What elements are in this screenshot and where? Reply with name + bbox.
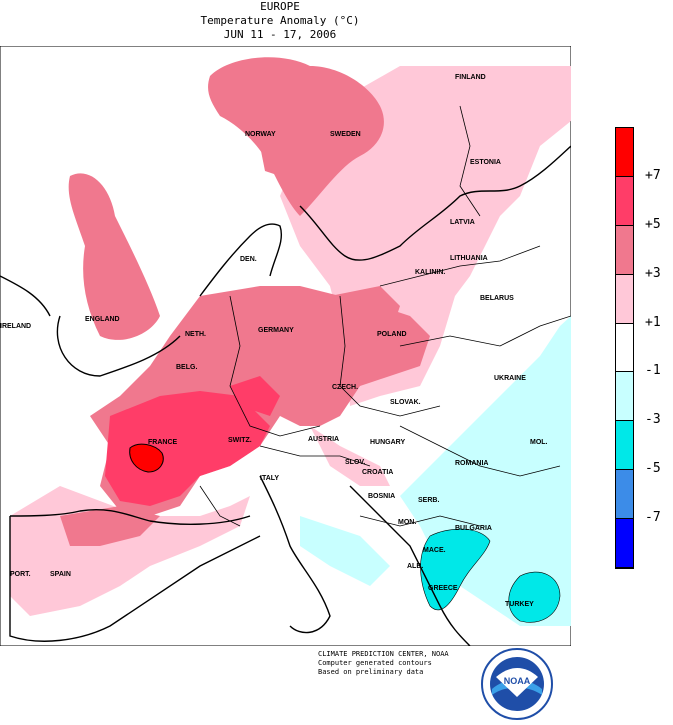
noaa-logo: NOAA (480, 647, 554, 721)
country-label: MOL. (530, 439, 548, 446)
legend-swatch (616, 274, 633, 324)
country-label: BULGARIA (455, 525, 492, 532)
anomaly-band-plus5 (105, 376, 280, 506)
country-label: UKRAINE (494, 375, 526, 382)
country-label: BELARUS (480, 295, 514, 302)
country-label: KALININ. (415, 269, 445, 276)
country-label: SWITZ. (228, 437, 252, 444)
country-borders (199, 105, 571, 527)
country-label: LATVIA (450, 219, 475, 226)
legend-swatch (616, 421, 633, 471)
credit-contours: Computer generated contours (318, 659, 432, 667)
country-label: HUNGARY (370, 439, 405, 446)
legend-label: -3 (645, 412, 661, 428)
legend-swatch (616, 225, 633, 275)
legend-label: -1 (645, 363, 661, 379)
temperature-anomaly-map: FINLAND NORWAY SWEDEN ESTONIA LATVIA LITHUANI… (0, 46, 571, 646)
legend-label: +1 (645, 314, 661, 330)
coastlines (0, 145, 571, 646)
country-label: POLAND (377, 331, 407, 338)
map-subtitle: Temperature Anomaly (°C) (200, 14, 360, 27)
country-label: GREECE (428, 585, 458, 592)
country-label: DEN. (240, 256, 257, 263)
map-title: EUROPE (260, 0, 300, 13)
country-label: IRELAND (0, 323, 31, 330)
country-label: BOSNIA (368, 493, 395, 500)
country-label: GERMANY (258, 327, 294, 334)
country-label: MACE. (423, 547, 446, 554)
country-label: NETH. (185, 331, 206, 338)
legend-swatch (616, 176, 633, 226)
anomaly-band-plus7 (129, 443, 164, 473)
legend-swatch (616, 519, 633, 568)
country-label: ESTONIA (470, 159, 501, 166)
country-label: NORWAY (245, 131, 276, 138)
country-label: FRANCE (148, 439, 177, 446)
country-label: LITHUANIA (450, 255, 488, 262)
credit-data-note: Based on preliminary data (318, 668, 424, 676)
country-label: FINLAND (455, 74, 486, 81)
country-label: TURKEY (505, 601, 534, 608)
country-label: BELG. (176, 364, 197, 371)
legend-swatch (616, 470, 633, 520)
legend-colorbar (615, 127, 634, 569)
country-label: SWEDEN (330, 131, 361, 138)
credit-org: CLIMATE PREDICTION CENTER, NOAA (318, 650, 449, 658)
country-label: PORT. (10, 571, 31, 578)
legend-label: +5 (645, 216, 661, 232)
country-label: MON. (398, 519, 416, 526)
country-label: SLOV. (345, 459, 365, 466)
credits: CLIMATE PREDICTION CENTER, NOAA Computer… (318, 650, 449, 677)
anomaly-band-minus3 (420, 528, 561, 623)
country-label: SLOVAK. (390, 399, 421, 406)
noaa-logo-text: NOAA (504, 676, 531, 686)
country-label: SPAIN (50, 571, 71, 578)
country-label: ALB. (407, 563, 423, 570)
legend-swatch (616, 372, 633, 422)
country-labels: FINLAND NORWAY SWEDEN ESTONIA LATVIA LITHUANI… (0, 74, 548, 608)
country-label: CZECH. (332, 384, 358, 391)
country-label: CROATIA (362, 469, 393, 476)
legend-label: +3 (645, 265, 661, 281)
country-label: AUSTRIA (308, 436, 339, 443)
legend-label: -5 (645, 461, 661, 477)
legend-label: -7 (645, 510, 661, 526)
country-label: SERB. (418, 497, 439, 504)
map-date-range: JUN 11 - 17, 2006 (223, 28, 337, 41)
legend-swatch (616, 128, 633, 177)
country-label: ITALY (260, 475, 279, 482)
country-label: ENGLAND (85, 316, 120, 323)
country-label: ROMANIA (455, 460, 488, 467)
legend-label: +7 (645, 167, 661, 183)
legend-swatch (616, 323, 633, 373)
